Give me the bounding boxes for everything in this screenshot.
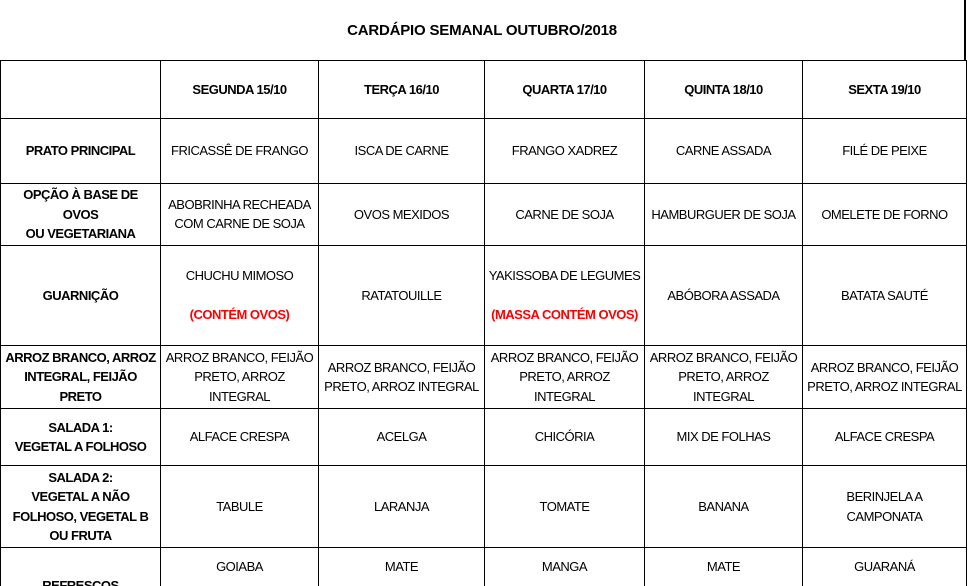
row-header-guarnicao: GUARNIÇÃO — [0, 244, 161, 346]
menu-cell: ARROZ BRANCO, FEIJÃO PRETO, ARROZ INTEGR… — [484, 345, 645, 409]
weekly-menu-table: SEGUNDA 15/10 TERÇA 16/10 QUARTA 17/10 Q… — [0, 60, 967, 586]
menu-cell: ABÓBORA ASSADA — [644, 244, 803, 346]
menu-cell: OVOS MEXIDOS — [318, 183, 485, 246]
menu-cell: FRANGO XADREZ — [484, 118, 645, 184]
menu-cell: ARROZ BRANCO, FEIJÃO PRETO, ARROZ INTEGR… — [802, 345, 967, 409]
row-guarnicao: GUARNIÇÃO CHUCHU MIMOSO (CONTÉM OVOS) RA… — [0, 244, 967, 346]
menu-cell: BATATA SAUTÉ — [802, 244, 967, 346]
menu-cell: CARNE DE SOJA — [484, 183, 645, 246]
day-header-quarta: QUARTA 17/10 — [484, 60, 645, 119]
row-header-salada-1: SALADA 1: VEGETAL A FOLHOSO — [0, 408, 161, 466]
menu-cell: RATATOUILLE — [318, 244, 485, 346]
menu-cell: ARROZ BRANCO, FEIJÃO PRETO, ARROZ INTEGR… — [318, 345, 485, 409]
day-header-terca: TERÇA 16/10 — [318, 60, 485, 119]
row-header-arroz-feijao: ARROZ BRANCO, ARROZ INTEGRAL, FEIJÃO PRE… — [0, 345, 161, 409]
empty-corner-cell — [0, 60, 161, 119]
menu-cell: CARNE ASSADA — [644, 118, 803, 184]
row-arroz-feijao: ARROZ BRANCO, ARROZ INTEGRAL, FEIJÃO PRE… — [0, 345, 967, 409]
menu-cell: CHUCHU MIMOSO (CONTÉM OVOS) — [160, 244, 319, 346]
row-opcao-ovos-vegetariana: OPÇÃO À BASE DE OVOS OU VEGETARIANA ABOB… — [0, 183, 967, 246]
menu-cell: LARANJA — [318, 465, 485, 548]
page-title: CARDÁPIO SEMANAL OUTUBRO/2018 — [0, 0, 966, 60]
menu-cell: OMELETE DE FORNO — [802, 183, 967, 246]
menu-cell: GOIABA — [160, 547, 319, 586]
row-header-refrescos: REFRESCOS — [0, 547, 161, 586]
menu-cell: MANGA — [484, 547, 645, 586]
menu-cell-text: YAKISSOBA DE LEGUMES — [488, 268, 641, 283]
row-salada-2: SALADA 2: VEGETAL A NÃO FOLHOSO, VEGETAL… — [0, 465, 967, 548]
menu-cell: ARROZ BRANCO, FEIJÃO PRETO, ARROZ INTEGR… — [644, 345, 803, 409]
menu-cell: FRICASSÊ DE FRANGO — [160, 118, 319, 184]
menu-cell: CHICÓRIA — [484, 408, 645, 466]
menu-cell: TOMATE — [484, 465, 645, 548]
menu-cell-text: CHUCHU MIMOSO — [185, 268, 294, 283]
row-header-salada-2: SALADA 2: VEGETAL A NÃO FOLHOSO, VEGETAL… — [0, 465, 161, 548]
day-header-sexta: SEXTA 19/10 — [802, 60, 967, 119]
menu-cell: MATE — [318, 547, 485, 586]
day-header-row: SEGUNDA 15/10 TERÇA 16/10 QUARTA 17/10 Q… — [0, 60, 967, 119]
menu-cell: YAKISSOBA DE LEGUMES (MASSA CONTÉM OVOS) — [484, 244, 645, 346]
menu-cell: HAMBURGUER DE SOJA — [644, 183, 803, 246]
menu-cell: MIX DE FOLHAS — [644, 408, 803, 466]
menu-cell: ACELGA — [318, 408, 485, 466]
menu-cell: ARROZ BRANCO, FEIJÃO PRETO, ARROZ INTEGR… — [160, 345, 319, 409]
menu-cell: TABULE — [160, 465, 319, 548]
day-header-segunda: SEGUNDA 15/10 — [160, 60, 319, 119]
menu-cell: ABOBRINHA RECHEADA COM CARNE DE SOJA — [160, 183, 319, 246]
menu-cell: ALFACE CRESPA — [160, 408, 319, 466]
menu-cell: MATE — [644, 547, 803, 586]
row-prato-principal: PRATO PRINCIPAL FRICASSÊ DE FRANGO ISCA … — [0, 118, 967, 184]
menu-cell: FILÉ DE PEIXE — [802, 118, 967, 184]
row-salada-1: SALADA 1: VEGETAL A FOLHOSO ALFACE CRESP… — [0, 408, 967, 466]
menu-cell: BERINJELA A CAMPONATA — [802, 465, 967, 548]
menu-cell: ISCA DE CARNE — [318, 118, 485, 184]
row-header-opcao-ovos-vegetariana: OPÇÃO À BASE DE OVOS OU VEGETARIANA — [0, 183, 161, 246]
row-refrescos-1: REFRESCOS GOIABA MATE MANGA MATE GUARANÁ — [0, 547, 967, 586]
menu-cell: BANANA — [644, 465, 803, 548]
menu-cell: ALFACE CRESPA — [802, 408, 967, 466]
row-header-prato-principal: PRATO PRINCIPAL — [0, 118, 161, 184]
contains-eggs-note: (CONTÉM OVOS) — [189, 307, 290, 322]
menu-cell: GUARANÁ — [802, 547, 967, 586]
contains-eggs-note: (MASSA CONTÉM OVOS) — [491, 307, 638, 322]
day-header-quinta: QUINTA 18/10 — [644, 60, 803, 119]
